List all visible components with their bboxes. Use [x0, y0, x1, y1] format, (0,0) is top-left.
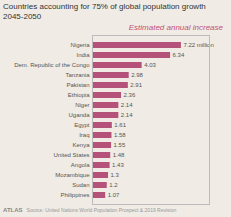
svg-text:Ethiopia: Ethiopia — [68, 92, 90, 98]
svg-text:1.55: 1.55 — [114, 142, 126, 148]
svg-text:1.43: 1.43 — [112, 162, 124, 168]
html-text:Countries accounting for 75% o: Countries accounting for 75% of global p… — [3, 2, 206, 21]
svg-text:1.58: 1.58 — [114, 132, 126, 138]
svg-text:Uganda: Uganda — [68, 112, 90, 118]
svg-text:Iraq: Iraq — [79, 132, 89, 138]
svg-text:Angola: Angola — [71, 162, 90, 168]
svg-text:1.3: 1.3 — [111, 172, 120, 178]
svg-text:Mozambique: Mozambique — [55, 172, 90, 178]
svg-text:7.22 million: 7.22 million — [183, 42, 214, 49]
svg-text:2.36: 2.36 — [124, 92, 136, 98]
svg-text:United States: United States — [53, 152, 89, 158]
svg-text:Sudan: Sudan — [72, 182, 89, 188]
svg-text:India: India — [76, 52, 90, 58]
html-text:ATLAS: ATLAS — [3, 207, 23, 213]
svg-text:Dem. Republic of the Congo: Dem. Republic of the Congo — [14, 62, 90, 68]
svg-text:Kenya: Kenya — [72, 142, 90, 148]
svg-text:Egypt: Egypt — [74, 122, 90, 128]
svg-text:1.2: 1.2 — [109, 182, 118, 188]
svg-text:6.34: 6.34 — [173, 52, 185, 58]
svg-text:2.14: 2.14 — [121, 102, 133, 108]
svg-text:1.61: 1.61 — [114, 122, 126, 128]
svg-text:2.98: 2.98 — [131, 72, 143, 78]
svg-text:Tanzania: Tanzania — [65, 72, 90, 78]
svg-text:Niger: Niger — [75, 102, 89, 108]
svg-text:1.48: 1.48 — [113, 152, 125, 158]
svg-text:1.07: 1.07 — [108, 192, 120, 198]
svg-text:2.14: 2.14 — [121, 112, 133, 118]
svg-text:Nigeria: Nigeria — [70, 42, 90, 48]
svg-text:2.91: 2.91 — [130, 82, 142, 88]
html-text:Source: United Nations World P: Source: United Nations World Population … — [26, 207, 177, 213]
svg-text:Philippines: Philippines — [60, 192, 89, 198]
svg-text:4.03: 4.03 — [144, 62, 156, 68]
svg-text:Pakistan: Pakistan — [66, 82, 89, 88]
html-text:Estimated annual increase: Estimated annual increase — [128, 23, 223, 32]
